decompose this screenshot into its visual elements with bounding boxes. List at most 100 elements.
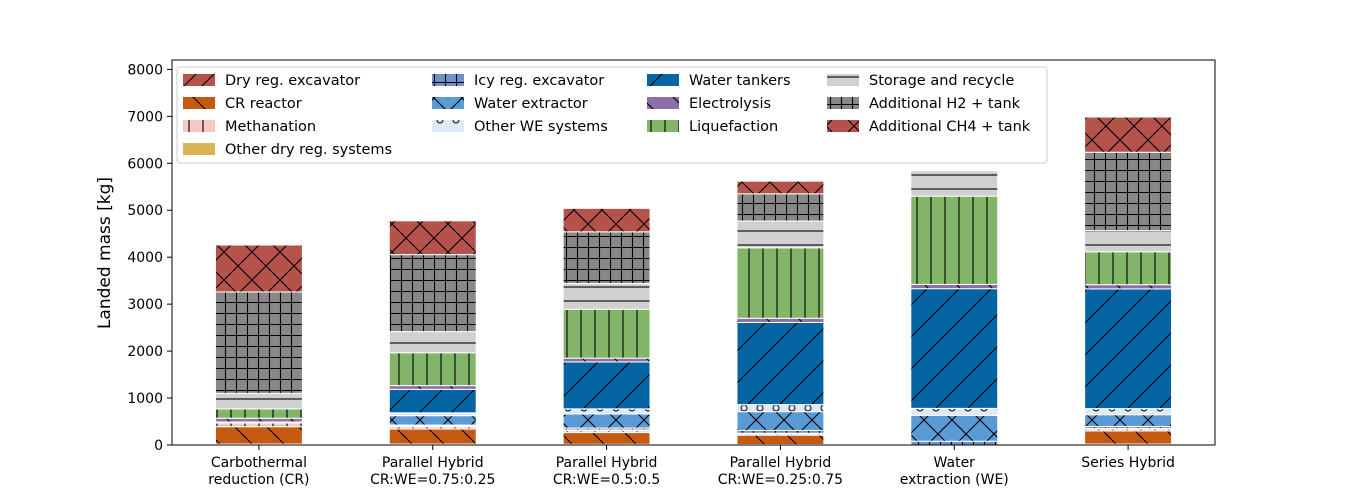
bar-parallel-hybrid-cr-we-0-5-0-5-storage-and-recycle — [562, 282, 651, 310]
legend-swatch-additional-h2-tank — [827, 97, 859, 109]
bar-carbothermal-reduction-cr-liquefaction — [214, 408, 303, 419]
legend-label-cr-reactor: CR reactor — [225, 96, 302, 112]
legend-box — [176, 66, 1048, 164]
bar-water-extraction-we-icy-reg-excavator — [910, 440, 999, 446]
legend-label-dry-reg-excavator: Dry reg. excavator — [225, 73, 360, 89]
bar-parallel-hybrid-cr-we-0-75-0-25-additional-h2-tank — [388, 254, 477, 333]
x-tick-label: Parallel Hybrid — [382, 455, 484, 471]
bar-series-hybrid-additional-ch4-tank — [1084, 116, 1173, 153]
bar-carbothermal-reduction-cr-cr-reactor — [214, 426, 303, 445]
bar-parallel-hybrid-cr-we-0-25-0-75-water-extractor — [736, 411, 825, 431]
y-tick-label: 6000 — [127, 156, 163, 172]
bar-parallel-hybrid-cr-we-0-25-0-75-water-tankers — [736, 321, 825, 406]
legend: Dry reg. excavator CR reactor Methanation O… — [176, 66, 1048, 164]
x-tick-label: reduction (CR) — [208, 472, 309, 488]
bar-water-extraction-we-liquefaction — [910, 195, 999, 285]
bar-parallel-hybrid-cr-we-0-25-0-75-liquefaction — [736, 247, 825, 319]
y-tick-label: 7000 — [127, 109, 163, 125]
bar-water-extraction-we-storage-and-recycle — [910, 170, 999, 197]
bar-parallel-hybrid-cr-we-0-5-0-5-other-we-systems — [562, 408, 651, 415]
y-tick-label: 0 — [154, 438, 163, 454]
legend-swatch-cr-reactor — [183, 97, 215, 109]
x-tick-label: Water — [934, 455, 976, 471]
legend-label-water-extractor: Water extractor — [474, 96, 588, 112]
bar-series-hybrid-water-extractor — [1084, 414, 1173, 427]
bar-parallel-hybrid-cr-we-0-5-0-5-cr-reactor — [562, 432, 651, 445]
bar-series-hybrid-water-tankers — [1084, 288, 1173, 410]
bar-series-hybrid-other-we-systems — [1084, 408, 1173, 416]
legend-swatch-other-we-systems — [432, 120, 464, 132]
y-tick-label: 5000 — [127, 203, 163, 219]
bars-layer — [214, 116, 1173, 446]
axes-layer: 0 1000 2000 3000 4000 5000 6000 7000 8000 Carboth… — [127, 59, 1216, 488]
bar-water-extraction-we-electrolysis — [910, 283, 999, 290]
legend-swatch-other-dry-reg-systems — [183, 143, 215, 155]
y-tick-label: 3000 — [127, 297, 163, 313]
x-tick-label: CR:WE=0.75:0.25 — [370, 472, 495, 488]
y-tick-label: 8000 — [127, 62, 163, 78]
legend-label-other-we-systems: Other WE systems — [474, 119, 608, 135]
legend-swatch-water-tankers — [647, 74, 679, 86]
y-tick-label: 1000 — [127, 391, 163, 407]
bar-series-hybrid-liquefaction — [1084, 251, 1173, 286]
y-axis-title: Landed mass [kg] — [95, 177, 115, 329]
legend-swatch-methanation — [183, 120, 215, 132]
bar-carbothermal-reduction-cr-methanation — [214, 422, 303, 428]
legend-swatch-icy-reg-excavator — [432, 74, 464, 86]
x-tick-label: Parallel Hybrid — [730, 455, 832, 471]
legend-label-methanation: Methanation — [225, 119, 316, 135]
x-tick-label: Series Hybrid — [1081, 455, 1175, 471]
bar-carbothermal-reduction-cr-additional-h2-tank — [214, 291, 303, 394]
bar-parallel-hybrid-cr-we-0-5-0-5-liquefaction — [562, 308, 651, 359]
legend-swatch-dry-reg-excavator — [183, 74, 215, 86]
legend-label-storage-and-recycle: Storage and recycle — [869, 73, 1014, 89]
bar-carbothermal-reduction-cr-storage-and-recycle — [214, 392, 303, 410]
legend-swatch-storage-and-recycle — [827, 74, 859, 86]
y-tick-label: 2000 — [127, 344, 163, 360]
legend-swatch-liquefaction — [647, 120, 679, 132]
plot-frame — [171, 59, 1216, 446]
bar-series-hybrid-electrolysis — [1084, 284, 1173, 290]
legend-swatch-electrolysis — [647, 97, 679, 109]
legend-swatch-water-extractor — [432, 97, 464, 109]
bar-parallel-hybrid-cr-we-0-75-0-25-additional-ch4-tank — [388, 220, 477, 256]
bar-parallel-hybrid-cr-we-0-75-0-25-electrolysis — [388, 385, 477, 390]
legend-label-additional-ch4-tank: Additional CH4 + tank — [869, 119, 1031, 135]
bar-series-hybrid-storage-and-recycle — [1084, 230, 1173, 253]
x-tick-label: Parallel Hybrid — [556, 455, 658, 471]
bar-series-hybrid-cr-reactor — [1084, 430, 1173, 445]
bar-parallel-hybrid-cr-we-0-5-0-5-electrolysis — [562, 357, 651, 363]
bar-parallel-hybrid-cr-we-0-75-0-25-storage-and-recycle — [388, 331, 477, 354]
bar-parallel-hybrid-cr-we-0-25-0-75-other-we-systems — [736, 404, 825, 413]
bar-parallel-hybrid-cr-we-0-25-0-75-additional-ch4-tank — [736, 180, 825, 195]
legend-label-electrolysis: Electrolysis — [689, 96, 771, 112]
legend-label-additional-h2-tank: Additional H2 + tank — [869, 96, 1021, 112]
bar-carbothermal-reduction-cr-additional-ch4-tank — [214, 244, 303, 293]
bar-parallel-hybrid-cr-we-0-25-0-75-storage-and-recycle — [736, 220, 825, 249]
bar-parallel-hybrid-cr-we-0-75-0-25-water-tankers — [388, 388, 477, 414]
legend-label-liquefaction: Liquefaction — [689, 119, 778, 135]
bar-carbothermal-reduction-cr-electrolysis — [214, 417, 303, 423]
y-tick-label: 4000 — [127, 250, 163, 266]
bar-parallel-hybrid-cr-we-0-75-0-25-liquefaction — [388, 352, 477, 387]
x-tick-label: CR:WE=0.25:0.75 — [718, 472, 843, 488]
bar-series-hybrid-additional-h2-tank — [1084, 151, 1173, 232]
x-tick-label: Carbothermal — [211, 455, 307, 471]
bar-parallel-hybrid-cr-we-0-75-0-25-water-extractor — [388, 415, 477, 426]
bar-parallel-hybrid-cr-we-0-75-0-25-cr-reactor — [388, 428, 477, 445]
bar-water-extraction-we-water-extractor — [910, 414, 999, 442]
legend-swatch-additional-ch4-tank — [827, 120, 859, 132]
bar-parallel-hybrid-cr-we-0-5-0-5-water-tankers — [562, 361, 651, 410]
bar-parallel-hybrid-cr-we-0-5-0-5-additional-ch4-tank — [562, 207, 651, 233]
bar-parallel-hybrid-cr-we-0-25-0-75-additional-h2-tank — [736, 193, 825, 222]
bar-parallel-hybrid-cr-we-0-25-0-75-electrolysis — [736, 317, 825, 323]
legend-label-water-tankers: Water tankers — [689, 73, 791, 89]
x-tick-label: CR:WE=0.5:0.5 — [553, 472, 660, 488]
legend-label-icy-reg-excavator: Icy reg. excavator — [474, 73, 604, 89]
bar-parallel-hybrid-cr-we-0-5-0-5-water-extractor — [562, 413, 651, 429]
bar-parallel-hybrid-cr-we-0-25-0-75-cr-reactor — [736, 434, 825, 446]
bar-parallel-hybrid-cr-we-0-5-0-5-additional-h2-tank — [562, 231, 651, 284]
bar-water-extraction-we-water-tankers — [910, 288, 999, 409]
legend-label-other-dry-reg-systems: Other dry reg. systems — [225, 142, 392, 158]
